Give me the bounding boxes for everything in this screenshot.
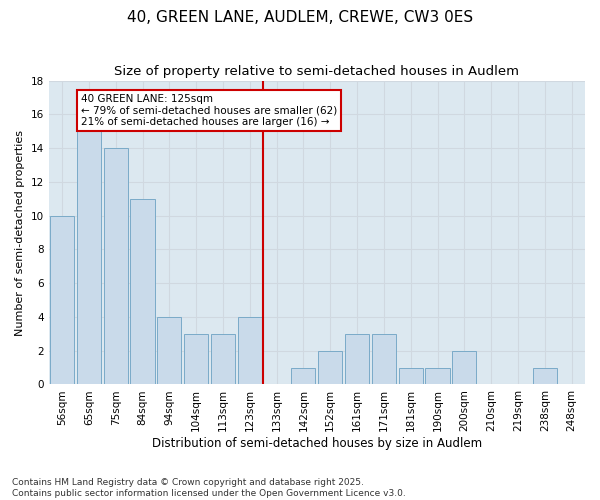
Text: Contains HM Land Registry data © Crown copyright and database right 2025.
Contai: Contains HM Land Registry data © Crown c… xyxy=(12,478,406,498)
Bar xyxy=(238,317,262,384)
Bar xyxy=(292,368,316,384)
Bar xyxy=(425,368,449,384)
Bar xyxy=(50,216,74,384)
Bar xyxy=(104,148,128,384)
Bar xyxy=(77,131,101,384)
Bar xyxy=(345,334,369,384)
Y-axis label: Number of semi-detached properties: Number of semi-detached properties xyxy=(15,130,25,336)
Text: 40 GREEN LANE: 125sqm
← 79% of semi-detached houses are smaller (62)
21% of semi: 40 GREEN LANE: 125sqm ← 79% of semi-deta… xyxy=(81,94,337,128)
Bar xyxy=(211,334,235,384)
Text: 40, GREEN LANE, AUDLEM, CREWE, CW3 0ES: 40, GREEN LANE, AUDLEM, CREWE, CW3 0ES xyxy=(127,10,473,25)
Bar xyxy=(372,334,396,384)
Bar xyxy=(318,350,343,384)
X-axis label: Distribution of semi-detached houses by size in Audlem: Distribution of semi-detached houses by … xyxy=(152,437,482,450)
Bar xyxy=(533,368,557,384)
Bar xyxy=(184,334,208,384)
Bar xyxy=(452,350,476,384)
Title: Size of property relative to semi-detached houses in Audlem: Size of property relative to semi-detach… xyxy=(115,65,520,78)
Bar xyxy=(130,198,155,384)
Bar xyxy=(157,317,181,384)
Bar xyxy=(398,368,423,384)
